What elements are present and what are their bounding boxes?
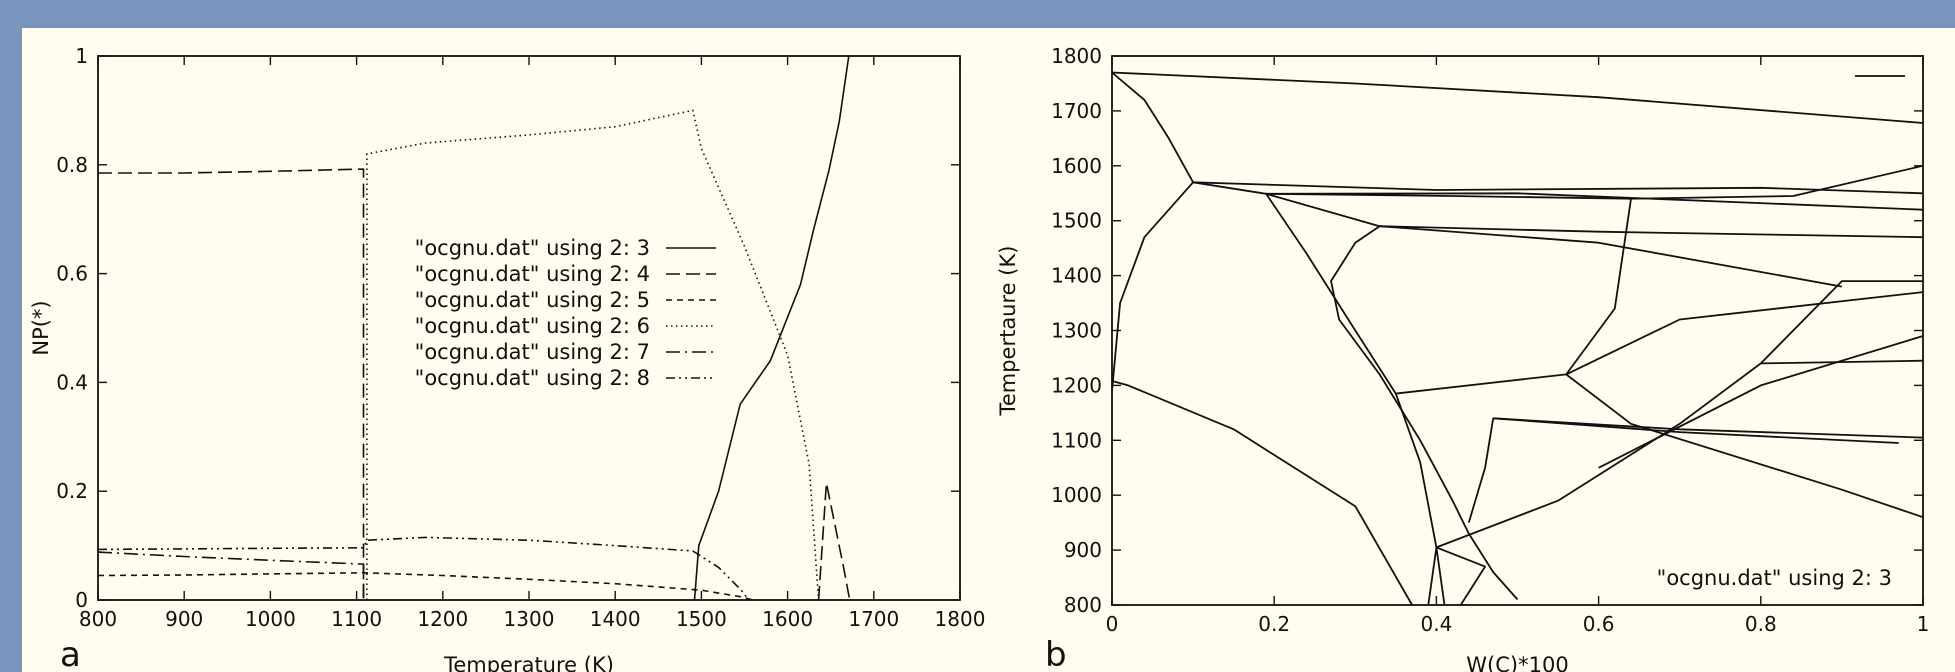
series-line <box>97 571 754 601</box>
y-tick-label: 0 <box>75 588 88 612</box>
phase-boundary <box>1598 335 1924 469</box>
legend-entry: "ocgnu.dat" using 2: 7 <box>415 340 650 364</box>
x-tick-label: 1100 <box>331 607 382 631</box>
x-tick-label: 1500 <box>676 607 727 631</box>
phase-boundary <box>1760 359 1924 365</box>
phase-boundary <box>1379 225 1924 239</box>
y-tick-label: 1000 <box>1051 483 1102 507</box>
phase-boundary <box>1111 71 1194 183</box>
phase-boundary <box>1266 192 1924 211</box>
phase-boundary <box>1265 192 1380 228</box>
phase-boundary <box>1436 546 1486 606</box>
y-tick-label: 1 <box>75 44 88 68</box>
legend-entry: "ocgnu.dat" using 2: 6 <box>415 314 650 338</box>
y-axis-label: Tempertaure (K) <box>996 246 1020 417</box>
y-tick-label: 0.2 <box>56 479 88 503</box>
phase-boundary <box>1265 193 1397 395</box>
phase-boundary <box>1111 380 1413 606</box>
panel-label-a: a <box>60 635 81 672</box>
chart-a: 800 900 1000 1100 1200 1300 1400 1500 1600 1700 18… <box>29 44 985 672</box>
phase-boundary <box>1427 547 1438 606</box>
legend-entry: "ocgnu.dat" using 2: 3 <box>1657 566 1892 590</box>
x-tick-label: 0.4 <box>1420 612 1452 636</box>
x-tick-label: 1800 <box>935 607 986 631</box>
x-tick-label: 900 <box>165 607 203 631</box>
phase-boundary <box>1192 181 1267 195</box>
x-tick-label: 1000 <box>245 607 296 631</box>
phase-boundary <box>1394 393 1446 606</box>
phase-boundary <box>1436 362 1762 549</box>
y-tick-label: 1600 <box>1051 154 1102 178</box>
phase-boundary <box>1395 198 1632 395</box>
y-tick-label: 1500 <box>1051 209 1102 233</box>
legend-entry: "ocgnu.dat" using 2: 8 <box>415 366 650 390</box>
figure-panel <box>22 28 1955 672</box>
phase-boundary <box>1493 417 1924 439</box>
legend-entry: "ocgnu.dat" using 2: 4 <box>415 262 650 286</box>
series-line <box>98 168 365 600</box>
y-tick-label: 0.4 <box>56 370 88 394</box>
x-tick-label: 1400 <box>590 607 641 631</box>
x-tick-label: 800 <box>79 607 117 631</box>
legend-entry: "ocgnu.dat" using 2: 5 <box>415 288 650 312</box>
y-tick-label: 1200 <box>1051 373 1102 397</box>
legend-entry: "ocgnu.dat" using 2: 3 <box>415 236 650 260</box>
phase-boundary <box>1379 225 1843 288</box>
panel-label-b: b <box>1045 635 1067 672</box>
phase-boundary <box>1493 417 1899 444</box>
x-tick-label: 1600 <box>762 607 813 631</box>
y-tick-label: 800 <box>1064 593 1102 617</box>
series-line <box>97 551 365 600</box>
x-tick-label: 0.2 <box>1258 612 1290 636</box>
x-tick-label: 1200 <box>417 607 468 631</box>
x-axis-label: W(C)*100 <box>1466 653 1568 672</box>
y-tick-label: 1400 <box>1051 264 1102 288</box>
phase-boundary <box>1565 373 1924 519</box>
y-tick-label: 1800 <box>1051 44 1102 68</box>
series-line <box>366 109 820 601</box>
y-tick-label: 1700 <box>1051 99 1102 123</box>
phase-boundary <box>1111 71 1924 124</box>
y-tick-label: 0.8 <box>56 153 88 177</box>
y-tick-label: 1100 <box>1051 428 1102 452</box>
y-tick-label: 900 <box>1064 538 1102 562</box>
x-tick-label: 0.6 <box>1583 612 1615 636</box>
phase-boundary <box>1760 280 1923 365</box>
x-tick-label: 0.8 <box>1745 612 1777 636</box>
x-tick-label: 0 <box>1106 612 1119 636</box>
y-axis-label: NP(*) <box>29 300 53 355</box>
series-line <box>817 482 851 601</box>
x-axis-label: Temperature (K) <box>443 653 614 672</box>
x-tick-label: 1300 <box>504 607 555 631</box>
series-line <box>97 536 750 601</box>
series-line <box>693 55 850 601</box>
x-tick-label: 1700 <box>848 607 899 631</box>
x-tick-label: 1 <box>1917 612 1930 636</box>
phase-boundary <box>1467 418 1495 523</box>
phase-boundary <box>1565 291 1924 376</box>
chart-b: 0 0.2 0.4 0.6 0.8 180090010001100120013001400… <box>996 44 1929 672</box>
phase-boundary <box>1193 181 1924 195</box>
y-tick-label: 1300 <box>1051 319 1102 343</box>
phase-boundary <box>1111 181 1194 391</box>
y-tick-label: 0.6 <box>56 262 88 286</box>
